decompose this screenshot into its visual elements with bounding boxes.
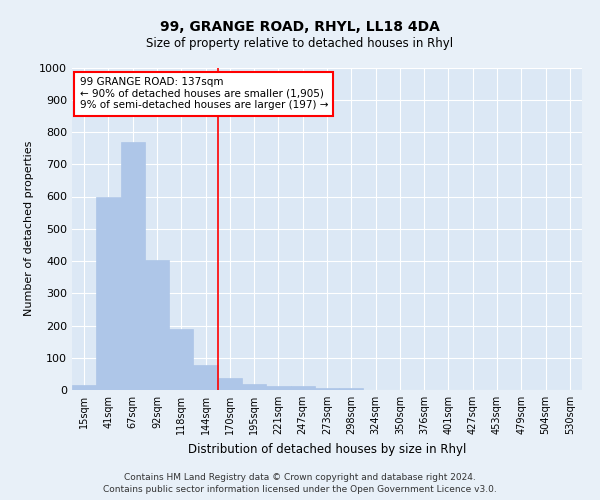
Bar xyxy=(145,260,169,390)
Bar xyxy=(315,388,339,390)
Text: Contains public sector information licensed under the Open Government Licence v3: Contains public sector information licen… xyxy=(103,485,497,494)
Bar xyxy=(169,328,193,390)
Bar xyxy=(242,384,266,390)
Text: Size of property relative to detached houses in Rhyl: Size of property relative to detached ho… xyxy=(146,38,454,51)
Bar xyxy=(72,385,96,390)
Bar xyxy=(290,386,315,390)
Bar xyxy=(96,196,121,390)
Bar xyxy=(339,388,364,390)
Bar xyxy=(193,365,218,390)
Text: 99, GRANGE ROAD, RHYL, LL18 4DA: 99, GRANGE ROAD, RHYL, LL18 4DA xyxy=(160,20,440,34)
Bar xyxy=(266,386,290,390)
Y-axis label: Number of detached properties: Number of detached properties xyxy=(23,141,34,316)
Text: 99 GRANGE ROAD: 137sqm
← 90% of detached houses are smaller (1,905)
9% of semi-d: 99 GRANGE ROAD: 137sqm ← 90% of detached… xyxy=(80,77,328,110)
Bar xyxy=(121,142,145,390)
X-axis label: Distribution of detached houses by size in Rhyl: Distribution of detached houses by size … xyxy=(188,442,466,456)
Text: Contains HM Land Registry data © Crown copyright and database right 2024.: Contains HM Land Registry data © Crown c… xyxy=(124,472,476,482)
Bar xyxy=(218,378,242,390)
